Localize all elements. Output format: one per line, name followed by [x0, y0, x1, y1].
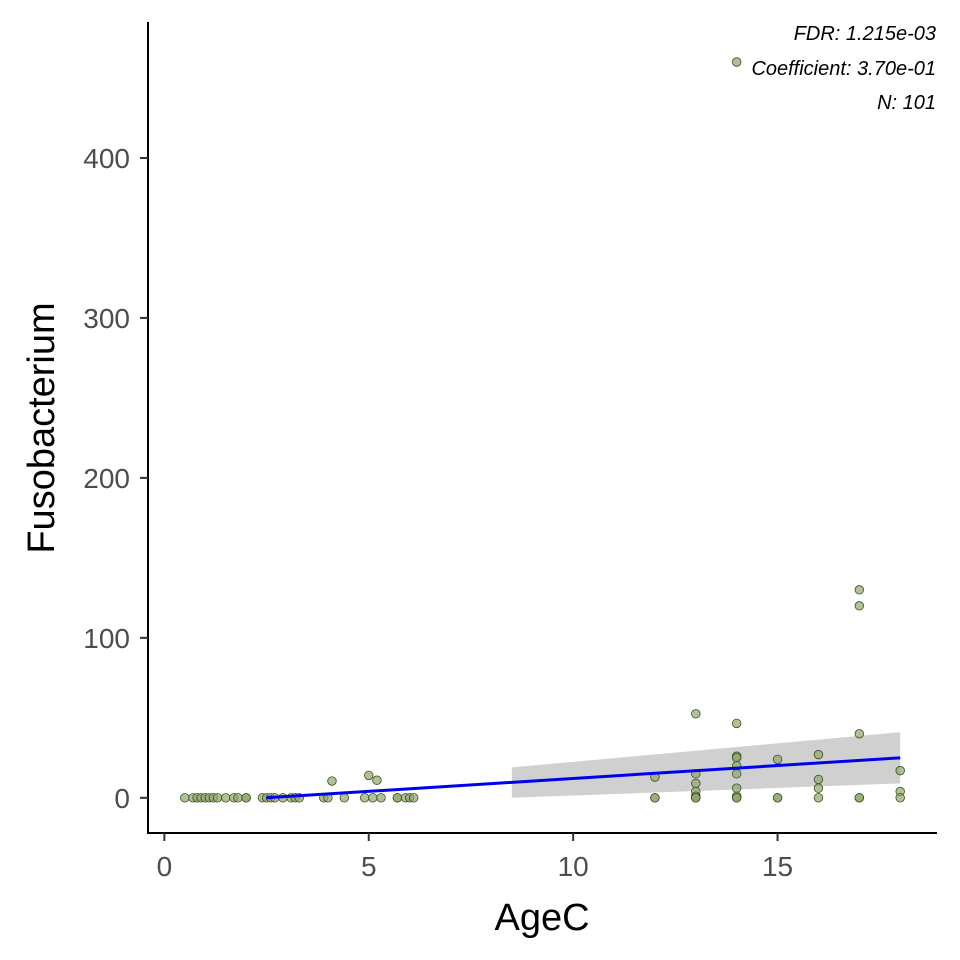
data-point [813, 783, 824, 793]
data-point [854, 585, 865, 595]
data-point [772, 754, 783, 765]
data-point [854, 729, 865, 739]
data-point [731, 793, 742, 803]
data-point [212, 793, 223, 803]
data-point [392, 793, 403, 803]
data-point [180, 793, 190, 803]
y-tick-label: 0 [114, 783, 130, 814]
confidence-band [511, 732, 901, 798]
fit-line-layer [266, 756, 901, 800]
data-point [359, 793, 370, 803]
data-point [376, 793, 386, 803]
data-point [220, 793, 231, 803]
data-point [895, 793, 905, 803]
data-point [813, 774, 824, 785]
data-point [854, 601, 865, 611]
data-point [731, 783, 742, 793]
fit-line [266, 756, 901, 800]
data-point [813, 793, 824, 803]
annotation-n: N: 101 [877, 92, 936, 114]
data-point [327, 776, 337, 786]
data-point [364, 770, 374, 781]
x-tick-label: 0 [157, 851, 173, 882]
data-point [772, 793, 783, 803]
data-point [233, 793, 243, 803]
points-layer [180, 57, 905, 803]
data-point [368, 793, 378, 803]
data-point [650, 793, 660, 803]
y-tick-label: 300 [83, 303, 130, 334]
x-ticks: 0 5 10 15 [157, 833, 793, 882]
data-point [813, 749, 824, 760]
data-point [691, 709, 701, 719]
confidence-band-layer [511, 732, 901, 798]
data-point [409, 793, 419, 803]
y-axis-title: Fusobacterium [21, 302, 63, 553]
annotation-fdr: FDR: 1.215e-03 [794, 23, 936, 45]
y-tick-label: 400 [83, 143, 130, 174]
data-point [731, 57, 742, 67]
y-tick-label: 100 [83, 623, 130, 654]
data-point [731, 718, 742, 729]
data-point [895, 765, 905, 776]
x-tick-label: 5 [361, 851, 377, 882]
y-tick-label: 200 [83, 463, 130, 494]
data-point [339, 793, 349, 803]
data-point [854, 793, 865, 803]
x-tick-label: 10 [558, 851, 589, 882]
data-point [731, 769, 742, 779]
data-point [691, 793, 701, 803]
y-ticks: 0 100 200 300 400 [83, 143, 148, 814]
data-point [372, 775, 382, 785]
x-tick-label: 15 [762, 851, 793, 882]
data-point [241, 793, 251, 803]
data-point [691, 778, 701, 789]
x-axis-title: AgeC [494, 897, 589, 939]
annotation-coefficient: Coefficient: 3.70e-01 [751, 58, 936, 80]
data-point [731, 753, 742, 763]
